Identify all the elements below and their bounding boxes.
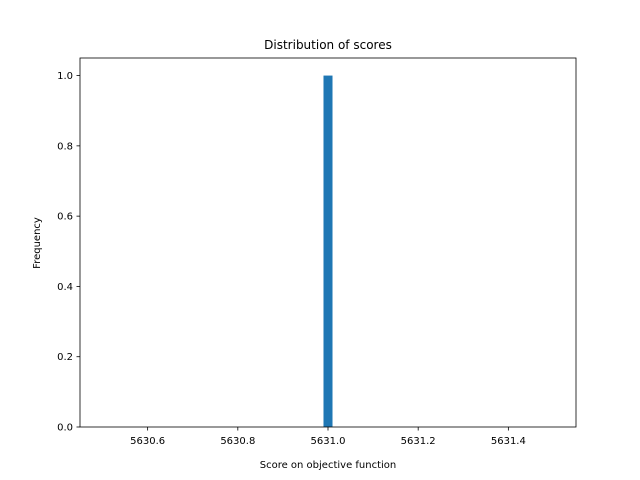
- x-tick-label: 5631.2: [401, 436, 436, 447]
- x-tick-label: 5631.0: [311, 436, 346, 447]
- x-tick-label: 5630.8: [220, 436, 255, 447]
- y-tick-label: 0.8: [57, 141, 73, 152]
- y-tick-label: 0.2: [57, 352, 73, 363]
- y-tick-label: 0.0: [57, 423, 73, 434]
- y-tick-label: 0.6: [57, 212, 73, 223]
- plot-frame: [79, 57, 577, 428]
- y-tick-label: 0.4: [57, 282, 73, 293]
- plot-area: 5630.6 5630.8 5631.0 5631.2 5631.4 0.0 0.2 0.4 0…: [57, 57, 577, 447]
- y-tick-label: 1.0: [57, 71, 73, 82]
- x-tick-label: 5630.6: [130, 436, 165, 447]
- chart-title: Distribution of scores: [264, 38, 392, 52]
- x-tick-label: 5631.4: [491, 436, 526, 447]
- histogram-bar: [323, 75, 333, 428]
- x-axis-label: Score on objective function: [260, 460, 397, 471]
- y-axis-label: Frequency: [32, 217, 43, 269]
